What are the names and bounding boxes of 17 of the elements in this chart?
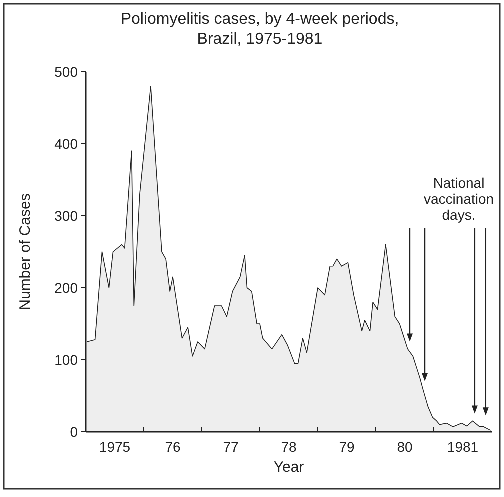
x-tick-label: 1981 xyxy=(447,439,479,455)
x-tick-label: 77 xyxy=(223,439,239,455)
x-tick-label: 78 xyxy=(281,439,297,455)
x-axis-title: Year xyxy=(274,459,304,476)
y-tick-label: 200 xyxy=(54,280,78,296)
x-tick-label: 79 xyxy=(339,439,355,455)
y-axis-title: Number of Cases xyxy=(17,194,34,310)
chart-title: Poliomyelitis cases, by 4-week periods, Brazil, 1975-1981 xyxy=(120,11,400,48)
y-tick-label: 500 xyxy=(54,64,78,80)
x-tick-label: 80 xyxy=(397,439,413,455)
x-tick-label: 76 xyxy=(165,439,181,455)
y-tick-label: 400 xyxy=(54,136,78,152)
y-tick-label: 0 xyxy=(70,424,78,440)
y-tick-label: 100 xyxy=(54,352,78,368)
annotation: National vaccination days. xyxy=(424,175,494,223)
y-tick-label: 300 xyxy=(54,208,78,224)
x-tick-label: 1975 xyxy=(99,439,131,455)
